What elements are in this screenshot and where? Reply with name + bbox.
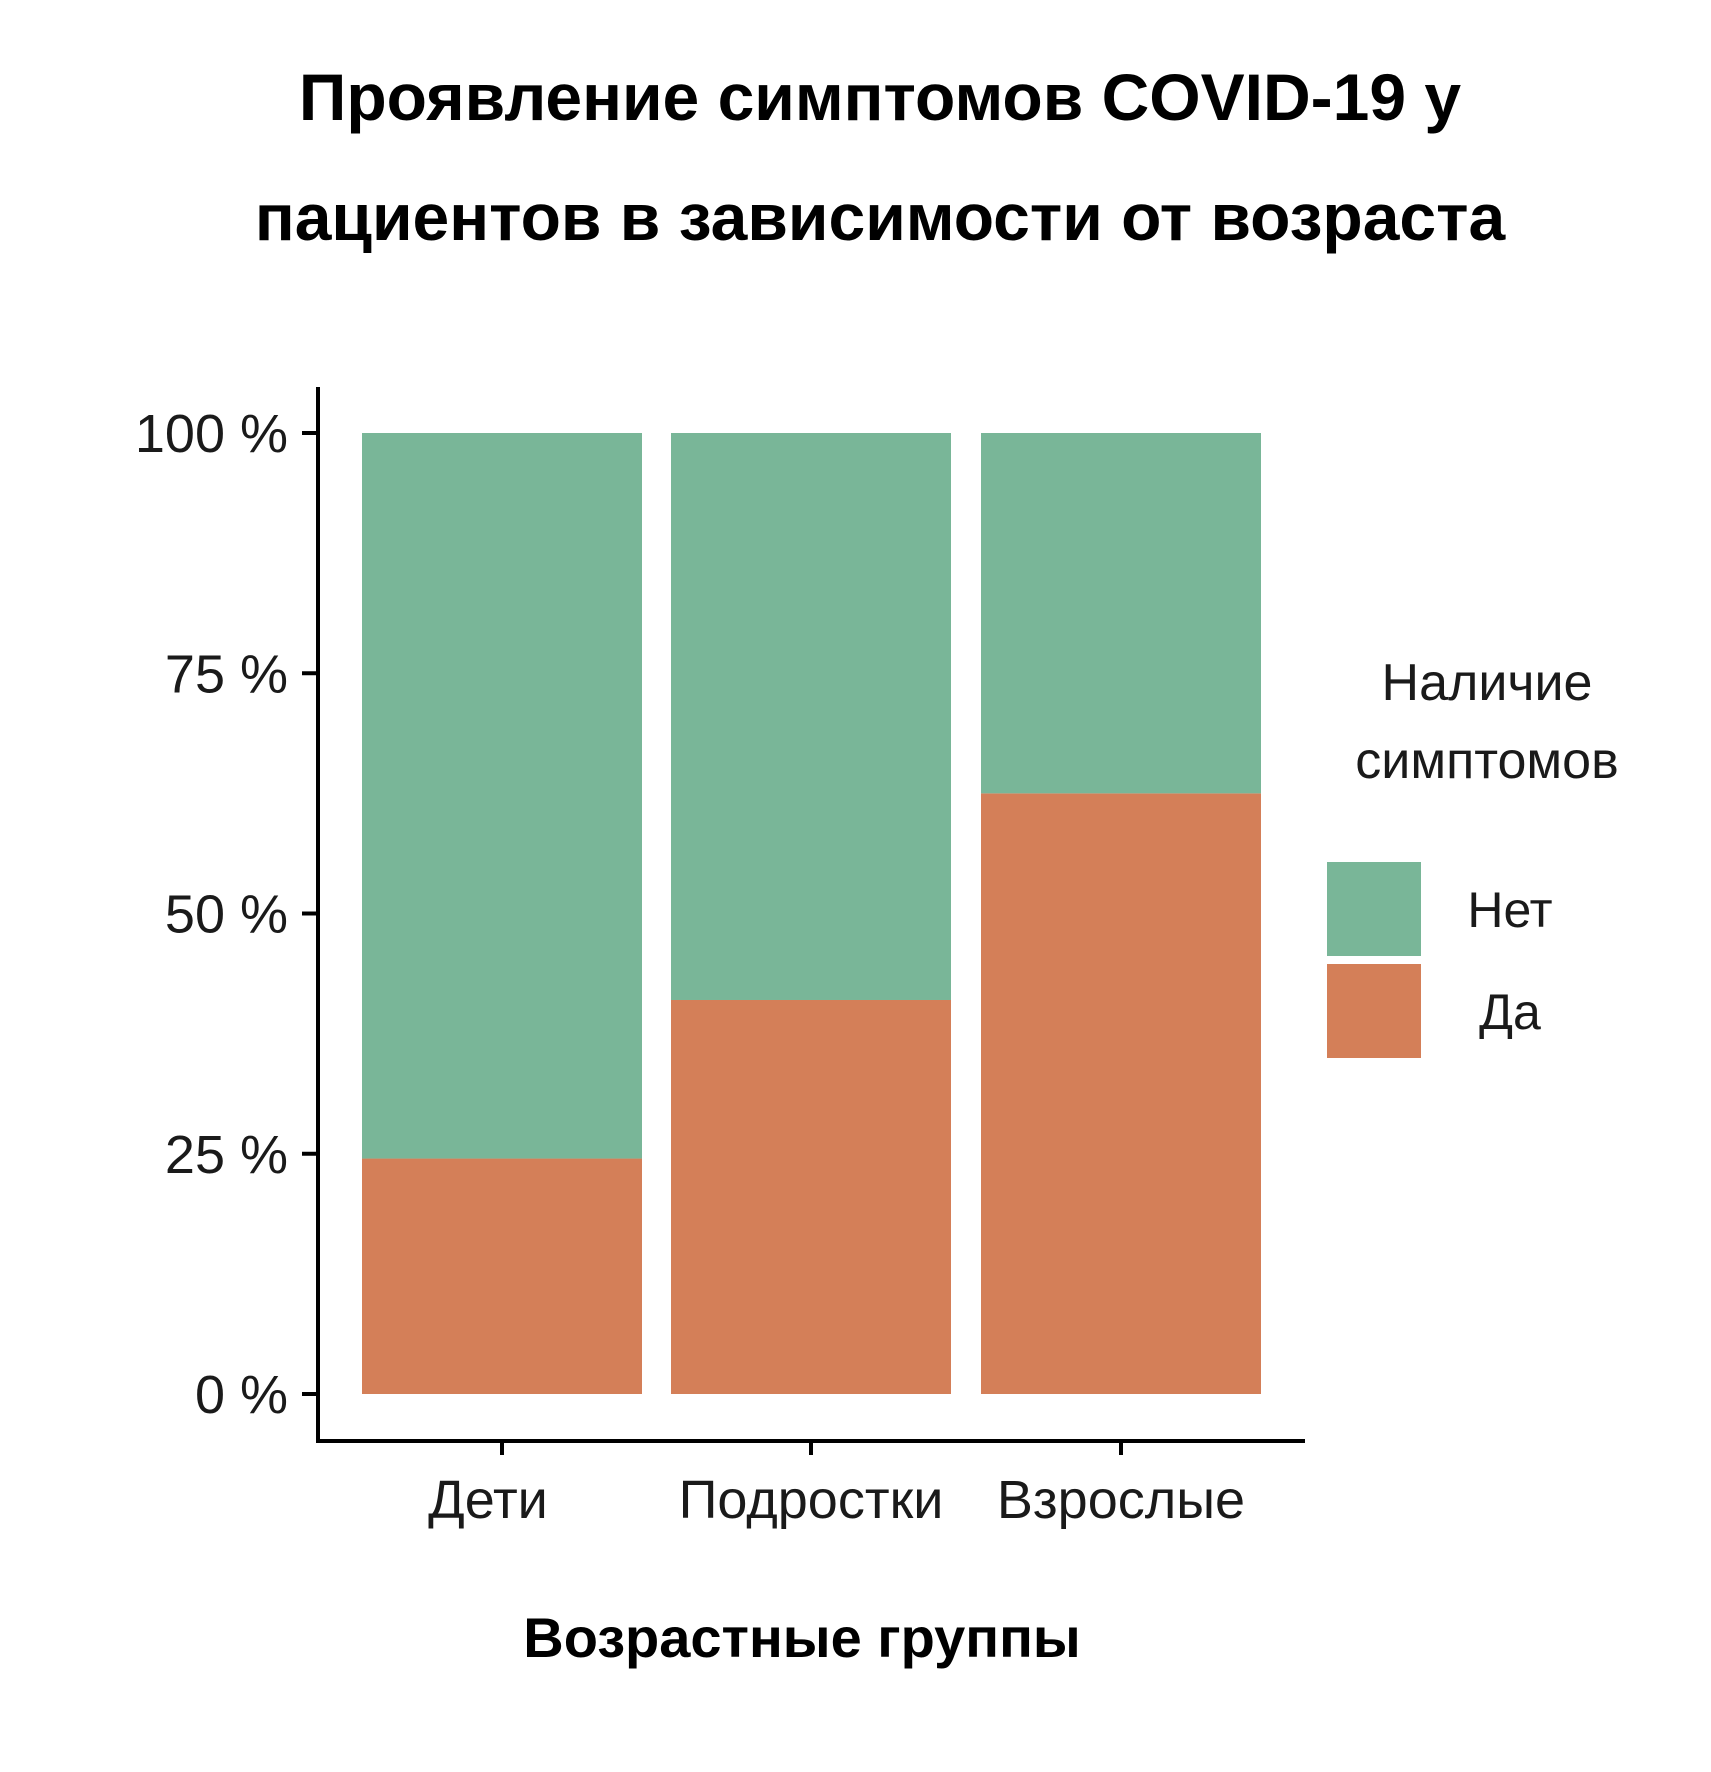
y-tick-label: 100 % — [135, 404, 288, 464]
legend-title-line-1: Наличие — [1382, 654, 1593, 712]
y-tick-label: 50 % — [165, 885, 288, 945]
bar-segment-no-2 — [671, 433, 951, 1000]
y-axis-ticks: 0 % 25 % 50 % 75 % 100 % — [135, 404, 318, 1425]
bars-layer — [362, 433, 1261, 1394]
legend-label-yes: Да — [1479, 984, 1541, 1040]
bar-segment-no-3 — [981, 433, 1261, 794]
bar-segment-yes-3 — [981, 793, 1261, 1394]
y-tick-label: 0 % — [195, 1365, 288, 1425]
bar-segment-no-1 — [362, 433, 642, 1159]
legend-swatch-yes — [1327, 964, 1421, 1058]
legend-label-no: Нет — [1467, 882, 1552, 938]
legend: Наличие симптомов Нет Да — [1327, 654, 1619, 1058]
x-tick-label: Подростки — [679, 1470, 944, 1530]
bar-segment-yes-1 — [362, 1158, 642, 1394]
legend-title-line-2: симптомов — [1355, 732, 1618, 790]
chart-title-line-1: Проявление симптомов COVID-19 у — [299, 60, 1461, 134]
bar-segment-yes-2 — [671, 999, 951, 1394]
legend-swatch-no — [1327, 862, 1421, 956]
x-axis-ticks: Дети Подростки Взрослые — [428, 1441, 1245, 1530]
x-tick-label: Дети — [428, 1470, 548, 1530]
chart-title: Проявление симптомов COVID-19 у пациенто… — [255, 60, 1507, 254]
chart-title-line-2: пациентов в зависимости от возраста — [255, 180, 1507, 254]
x-tick-label: Взрослые — [997, 1470, 1245, 1530]
y-tick-label: 75 % — [165, 644, 288, 704]
y-tick-label: 25 % — [165, 1125, 288, 1185]
x-axis-title: Возрастные группы — [523, 1606, 1080, 1669]
